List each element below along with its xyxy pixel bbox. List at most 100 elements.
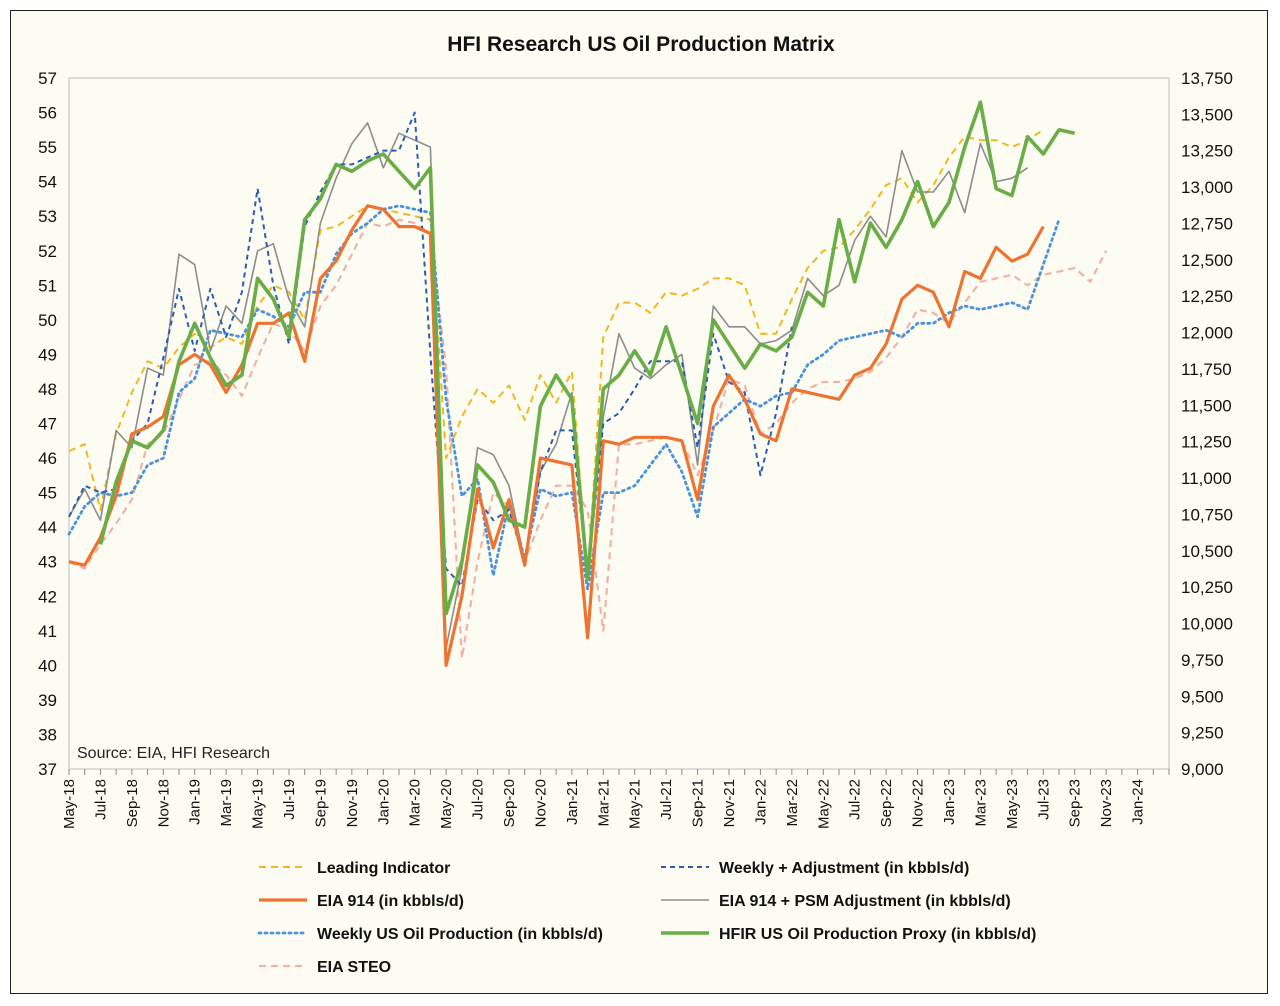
right-tick-label: 9,750	[1181, 651, 1224, 670]
x-tick-label: Jan-20	[375, 779, 392, 825]
series-line-6	[68, 218, 1108, 660]
left-tick-label: 56	[38, 104, 57, 123]
series-line-5	[98, 100, 1076, 616]
x-tick-label: Sep-21	[690, 779, 707, 827]
right-tick-label: 9,500	[1181, 687, 1224, 706]
x-tick-label: Sep-19	[312, 779, 329, 827]
legend-label-0: Leading Indicator	[317, 860, 450, 877]
x-tick-label: Jan-19	[187, 779, 204, 825]
x-tick-label: Nov-22	[910, 779, 927, 827]
left-tick-label: 40	[38, 656, 57, 675]
x-tick-label: May-23	[1004, 779, 1021, 829]
x-tick-label: Mar-23	[972, 779, 989, 827]
x-tick-label: Jul-18	[92, 779, 109, 820]
plot-area	[68, 77, 1170, 770]
right-tick-label: 12,250	[1181, 287, 1233, 306]
right-tick-label: 11,000	[1181, 469, 1232, 488]
series-lines	[67, 100, 1108, 667]
right-tick-label: 12,000	[1181, 324, 1233, 343]
left-axis: 57 56 55 54 53 52 51 50 49 48 47 46 45 44 43 42 41 40 39 38…	[38, 69, 57, 779]
right-axis: 13,750 13,500 13,250 13,000 12,750 12,500 12,2…	[1181, 69, 1233, 779]
left-tick-label: 52	[38, 242, 57, 261]
x-tick-label: May-21	[627, 779, 644, 829]
x-tick-label: Jan-23	[941, 779, 958, 825]
x-tick-label: Jul-22	[847, 779, 864, 820]
left-tick-label: 55	[38, 138, 57, 157]
left-tick-label: 53	[38, 207, 57, 226]
left-tick-label: 41	[38, 622, 57, 641]
left-tick-label: 48	[38, 380, 57, 399]
x-tick-label: Mar-19	[218, 779, 235, 827]
x-tick-label: Nov-21	[721, 779, 738, 827]
legend-label-2: EIA 914 (in kbbls/d)	[317, 893, 464, 910]
left-tick-label: 49	[38, 345, 57, 364]
x-tick-label: Jan-21	[564, 779, 581, 825]
x-axis: May-18 Jul-18 Sep-18 Nov-18 Jan-19 Mar-19 May-…	[61, 769, 1170, 829]
x-tick-label: Sep-20	[501, 779, 518, 827]
gridlines	[68, 77, 1170, 770]
right-tick-label: 11,250	[1181, 433, 1232, 452]
right-tick-label: 12,500	[1181, 251, 1233, 270]
right-tick-label: 10,000	[1181, 615, 1233, 634]
right-tick-label: 11,750	[1181, 360, 1232, 379]
x-tick-label: May-19	[250, 779, 267, 829]
left-tick-label: 50	[38, 311, 57, 330]
x-tick-label: Nov-20	[532, 779, 549, 827]
legend-label-1: Weekly + Adjustment (in kbbls/d)	[719, 860, 969, 877]
right-tick-label: 13,500	[1181, 105, 1233, 124]
legend-label-6: EIA STEO	[317, 959, 391, 976]
right-tick-label: 9,250	[1181, 724, 1224, 743]
x-tick-label: Mar-20	[407, 779, 424, 827]
x-tick-label: Jul-20	[470, 779, 487, 820]
x-tick-label: Sep-18	[124, 779, 141, 827]
left-tick-label: 54	[38, 173, 57, 192]
series-line-4	[67, 204, 1061, 591]
left-tick-label: 51	[38, 276, 57, 295]
right-tick-label: 10,750	[1181, 505, 1233, 524]
x-tick-label: Jul-21	[658, 779, 675, 820]
left-tick-label: 45	[38, 484, 57, 503]
left-tick-label: 44	[38, 518, 57, 537]
x-tick-label: Sep-23	[1067, 779, 1084, 827]
right-tick-label: 11,500	[1181, 396, 1232, 415]
x-tick-label: Mar-21	[595, 779, 612, 827]
chart-svg: HFI Research US Oil Production Matrix 57…	[38, 33, 1233, 976]
left-tick-label: 46	[38, 449, 57, 468]
right-tick-label: 13,750	[1181, 69, 1233, 88]
legend-label-4: Weekly US Oil Production (in kbbls/d)	[317, 926, 603, 943]
x-tick-label: Nov-18	[155, 779, 172, 827]
source-note: Source: EIA, HFI Research	[77, 745, 270, 762]
x-tick-label: May-22	[815, 779, 832, 829]
legend: Leading Indicator Weekly + Adjustment (in…	[257, 860, 1036, 976]
right-tick-label: 13,000	[1181, 178, 1233, 197]
legend-label-5: HFIR US Oil Production Proxy (in kbbls/d…	[719, 926, 1036, 943]
legend-label-3: EIA 914 + PSM Adjustment (in kbbls/d)	[719, 893, 1011, 910]
chart-frame: HFI Research US Oil Production Matrix 57…	[10, 10, 1268, 994]
x-tick-label: Jan-22	[752, 779, 769, 825]
right-tick-label: 12,750	[1181, 214, 1233, 233]
x-tick-label: Jul-19	[281, 779, 298, 820]
right-tick-label: 9,000	[1181, 760, 1224, 779]
x-tick-label: May-20	[438, 779, 455, 829]
x-tick-label: Sep-22	[878, 779, 895, 827]
right-tick-label: 13,250	[1181, 142, 1233, 161]
x-tick-label: Nov-23	[1098, 779, 1115, 827]
series-line-2	[68, 204, 1045, 667]
chart-title: HFI Research US Oil Production Matrix	[447, 33, 835, 56]
series-line-1	[68, 111, 793, 587]
right-tick-label: 10,500	[1181, 542, 1233, 561]
x-tick-label: Jan-24	[1130, 779, 1147, 825]
series-line-3	[68, 122, 1029, 649]
left-tick-label: 39	[38, 691, 57, 710]
left-tick-label: 38	[38, 725, 57, 744]
left-tick-label: 47	[38, 415, 57, 434]
left-tick-label: 57	[38, 69, 57, 88]
right-tick-label: 10,250	[1181, 578, 1233, 597]
x-tick-label: May-18	[61, 779, 78, 829]
left-tick-label: 42	[38, 587, 57, 606]
x-tick-label: Nov-19	[344, 779, 361, 827]
x-tick-label: Jul-23	[1035, 779, 1052, 820]
left-tick-label: 37	[38, 760, 57, 779]
left-tick-label: 43	[38, 553, 57, 572]
series-line-0	[68, 128, 1044, 580]
